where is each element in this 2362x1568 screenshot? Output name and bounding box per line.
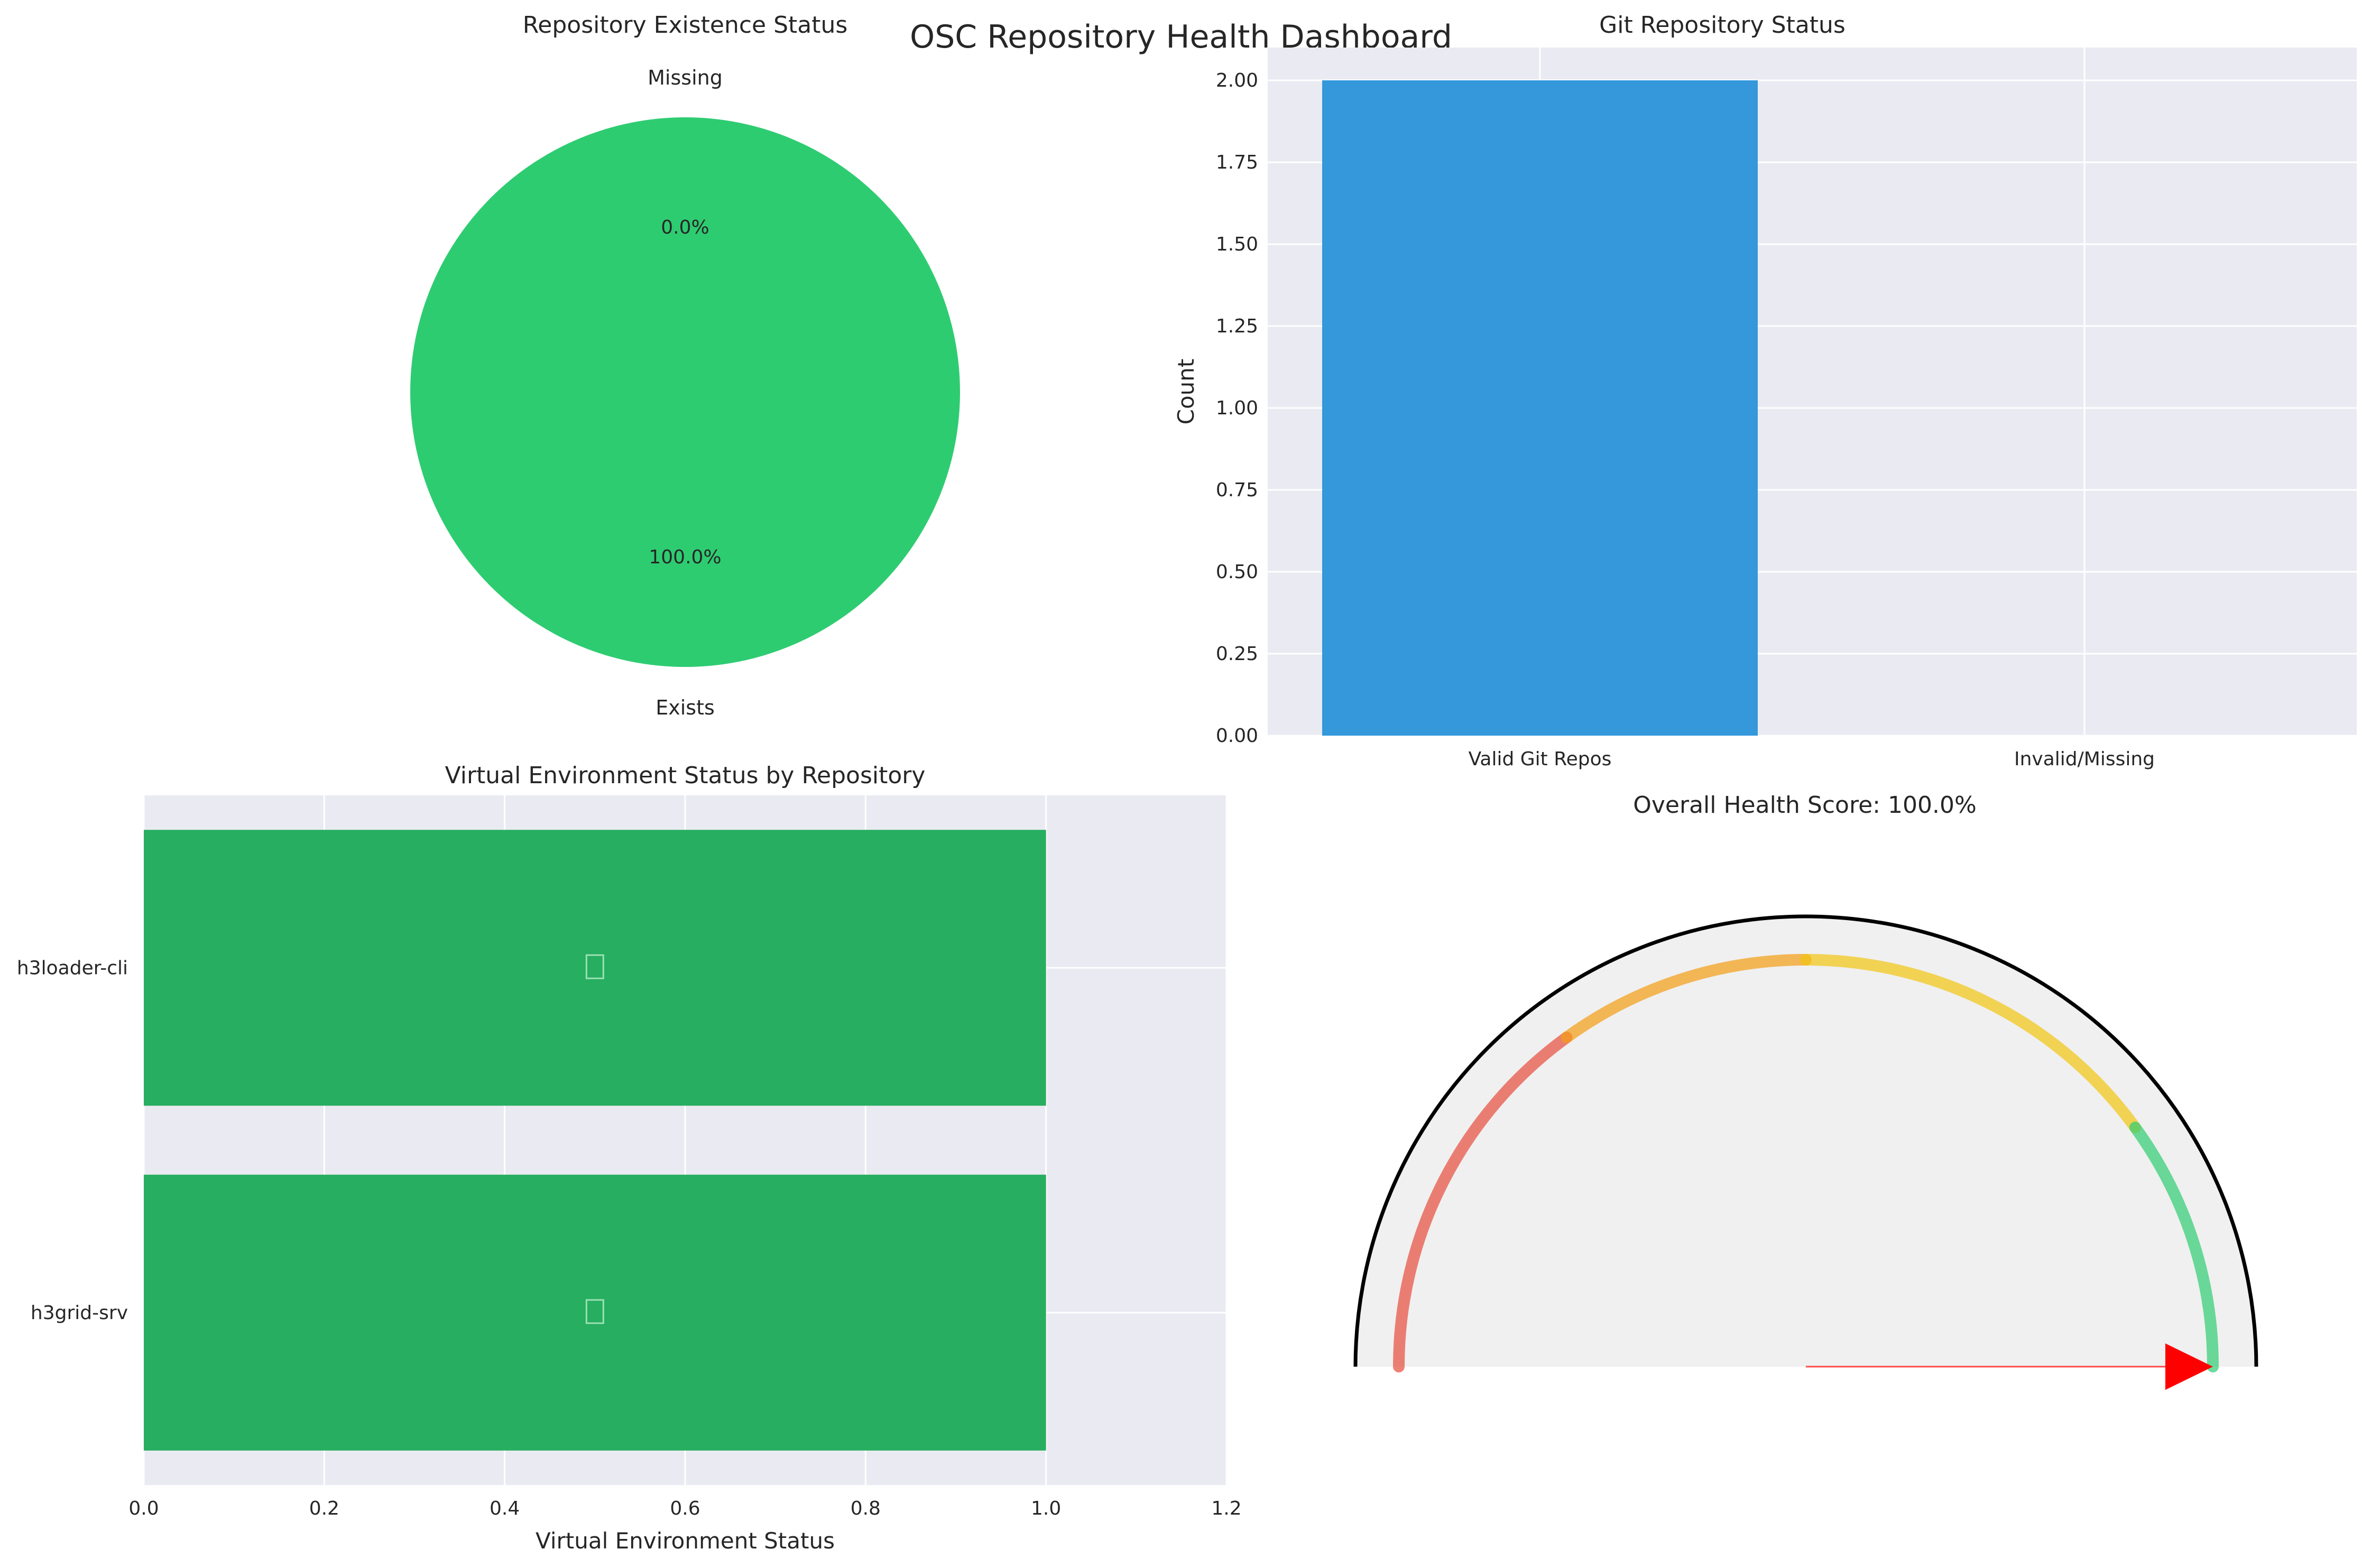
existence-pie-title: Repository Existence Status bbox=[523, 12, 848, 39]
existence-pie-panel: Repository Existence Status Exists 100.0%… bbox=[410, 12, 960, 719]
git-x-tick-label: Invalid/Missing bbox=[2014, 748, 2155, 770]
venv-x-tick-label: 0.4 bbox=[490, 1498, 520, 1519]
git-y-tick-label: 0.25 bbox=[1216, 643, 1258, 665]
venv-bar-panel: Virtual Environment Status by Repository… bbox=[17, 762, 1242, 1554]
pie-percent-missing: 0.0% bbox=[661, 217, 709, 238]
venv-bar-title: Virtual Environment Status by Repository bbox=[445, 762, 926, 789]
venv-bar-y-ticks: h3loader-cli h3grid-srv bbox=[17, 957, 128, 1324]
git-y-tick-label: 0.50 bbox=[1216, 561, 1258, 583]
git-y-tick-label: 1.75 bbox=[1216, 152, 1258, 173]
git-bars bbox=[1322, 80, 1758, 736]
health-gauge-panel: Overall Health Score: 100.0% bbox=[1353, 792, 2258, 1390]
pie-percent-exists: 100.0% bbox=[649, 546, 721, 568]
venv-bar-h3grid-srv bbox=[144, 1174, 1046, 1451]
git-y-tick-label: 0.00 bbox=[1216, 725, 1258, 747]
health-gauge bbox=[1353, 914, 2258, 1390]
git-bar-panel: Git Repository Status 0.00 0.25 0.50 0.75 1.… bbox=[1173, 12, 2357, 770]
venv-bar-x-axis-label: Virtual Environment Status bbox=[536, 1528, 835, 1554]
venv-bar-h3loader-cli bbox=[144, 830, 1046, 1106]
venv-bar-glyph bbox=[585, 1299, 604, 1324]
git-y-tick-label: 1.00 bbox=[1216, 397, 1258, 419]
git-y-tick-label: 1.50 bbox=[1216, 234, 1258, 255]
venv-y-tick-label: h3loader-cli bbox=[17, 957, 128, 979]
gauge-zone-2 bbox=[1800, 954, 2141, 1134]
git-bar-x-ticks: Valid Git Repos Invalid/Missing bbox=[1469, 748, 2155, 770]
git-bar-title: Git Repository Status bbox=[1599, 12, 1846, 39]
gauge-outline bbox=[1353, 914, 2258, 1367]
gauge-zone-3 bbox=[2129, 1121, 2219, 1372]
venv-x-tick-label: 0.8 bbox=[851, 1498, 881, 1519]
venv-y-tick-label: h3grid-srv bbox=[31, 1302, 128, 1324]
gauge-needle-head bbox=[2165, 1343, 2213, 1390]
git-bar-0 bbox=[1322, 80, 1758, 736]
venv-x-tick-label: 1.2 bbox=[1211, 1498, 1241, 1519]
venv-bar-x-ticks: 0.0 0.2 0.4 0.6 0.8 1.0 1.2 bbox=[128, 1498, 1241, 1519]
venv-x-tick-label: 0.0 bbox=[128, 1498, 159, 1519]
existence-pie: Exists 100.0% Missing 0.0% bbox=[410, 66, 960, 719]
git-y-tick-label: 2.00 bbox=[1216, 70, 1258, 91]
venv-bar-glyph bbox=[585, 954, 604, 979]
git-bar-y-axis-label: Count bbox=[1173, 359, 1199, 425]
pie-label-missing: Missing bbox=[648, 66, 723, 89]
gauge-zone-0 bbox=[1393, 1032, 1573, 1372]
health-gauge-title: Overall Health Score: 100.0% bbox=[1633, 792, 1977, 819]
git-y-tick-label: 0.75 bbox=[1216, 479, 1258, 501]
pie-label-exists: Exists bbox=[656, 696, 715, 719]
venv-x-tick-label: 0.2 bbox=[309, 1498, 339, 1519]
gauge-background bbox=[1355, 916, 2256, 1367]
git-y-tick-label: 1.25 bbox=[1216, 316, 1258, 337]
pie-slice-exists bbox=[410, 117, 960, 667]
venv-x-tick-label: 1.0 bbox=[1031, 1498, 1061, 1519]
git-x-tick-label: Valid Git Repos bbox=[1469, 748, 1612, 770]
venv-bars bbox=[144, 830, 1046, 1451]
venv-x-tick-label: 0.6 bbox=[670, 1498, 700, 1519]
git-bar-y-ticks: 0.00 0.25 0.50 0.75 1.00 1.25 1.50 1.75 2.00 bbox=[1216, 70, 1258, 747]
gauge-zone-1 bbox=[1561, 954, 1812, 1044]
